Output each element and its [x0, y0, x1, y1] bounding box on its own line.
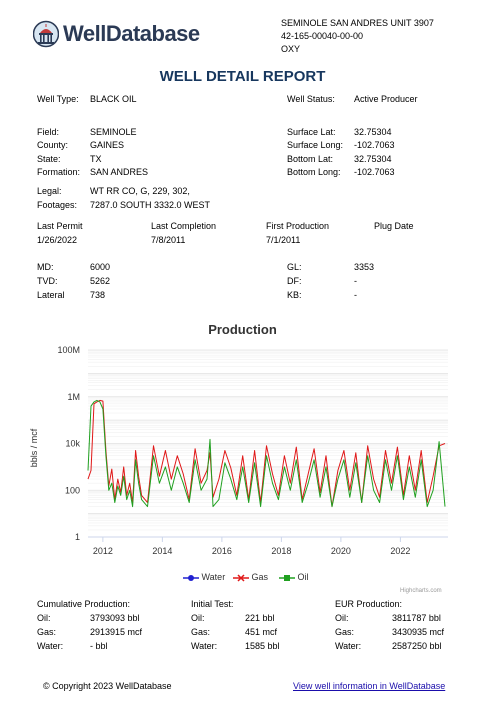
tvd-value: 5262	[90, 276, 111, 286]
surface-lat-value: 32.75304	[354, 127, 392, 137]
chart-title: Production	[208, 322, 277, 337]
x-tick-label: 2020	[331, 546, 351, 556]
legend-water[interactable]: Water	[183, 572, 225, 582]
eur-gas-value: 3430935 mcf	[392, 627, 445, 637]
cum-oil-value: 3793093 bbl	[90, 613, 140, 623]
surface-long-label: Surface Long:	[287, 140, 344, 150]
lateral-value: 738	[90, 290, 106, 300]
it-water-label: Water:	[191, 641, 218, 651]
series-line-gas	[87, 399, 446, 508]
initial-test-heading: Initial Test:	[191, 599, 234, 609]
well-type-label: Well Type:	[37, 94, 79, 104]
production-chart: 1 100 10k 1M 100M 2012 2014 2016 2018 2020 2022	[57, 345, 448, 556]
df-value: -	[354, 276, 357, 286]
bottom-lat-value: 32.75304	[354, 154, 392, 164]
brand-name-part1: Well	[63, 21, 106, 46]
footages-label: Footages:	[37, 200, 78, 210]
eur-heading: EUR Production:	[335, 599, 403, 609]
oil-legend-icon	[279, 574, 295, 581]
surface-long-value: -102.7063	[354, 140, 395, 150]
chart-credit[interactable]: Highcharts.com	[400, 588, 442, 594]
legend-gas[interactable]: Gas	[233, 572, 268, 582]
y-tick-label: 100M	[57, 345, 80, 355]
formation-label: Formation:	[37, 167, 81, 177]
first-production-label: First Production	[266, 221, 330, 231]
eur-oil-value: 3811787 bbl	[392, 613, 441, 623]
field-value: SEMINOLE	[90, 127, 137, 137]
gas-legend-icon	[233, 574, 249, 582]
header-well-name: SEMINOLE SAN ANDRES UNIT 3907	[281, 18, 434, 28]
md-label: MD:	[37, 262, 54, 272]
kb-value: -	[354, 290, 357, 300]
gl-label: GL:	[287, 262, 302, 272]
bottom-lat-label: Bottom Lat:	[287, 154, 334, 164]
well-type-value: BLACK OIL	[90, 94, 137, 104]
legend-gas-label: Gas	[251, 572, 269, 582]
md-value: 6000	[90, 262, 111, 272]
legend-oil-label: Oil	[297, 572, 309, 582]
lateral-label: Lateral	[37, 290, 65, 300]
view-well-link[interactable]: View well information in WellDatabase	[293, 681, 446, 691]
well-status-value: Active Producer	[354, 94, 418, 104]
kb-label: KB:	[287, 290, 302, 300]
state-value: TX	[90, 154, 102, 164]
last-permit-label: Last Permit	[37, 221, 83, 231]
last-permit-value: 1/26/2022	[37, 235, 78, 245]
x-tick-label: 2012	[93, 546, 113, 556]
field-label: Field:	[37, 127, 60, 137]
legend-oil[interactable]: Oil	[279, 572, 309, 582]
capitol-building-icon	[33, 20, 59, 48]
water-legend-icon	[183, 574, 199, 581]
eur-water-label: Water:	[335, 641, 362, 651]
y-tick-label: 1	[75, 532, 80, 542]
it-oil-value: 221 bbl	[245, 613, 275, 623]
cum-gas-value: 2913915 mcf	[90, 627, 143, 637]
tvd-label: TVD:	[37, 276, 58, 286]
cum-gas-label: Gas:	[37, 627, 57, 637]
brand-name-part2: Database	[105, 21, 200, 46]
cum-oil-label: Oil:	[37, 613, 51, 623]
x-tick-label: 2014	[152, 546, 172, 556]
it-oil-label: Oil:	[191, 613, 205, 623]
y-tick-label: 10k	[65, 439, 80, 449]
header-operator: OXY	[281, 44, 301, 54]
bottom-long-label: Bottom Long:	[287, 167, 341, 177]
it-water-value: 1585 bbl	[245, 641, 280, 651]
cumulative-heading: Cumulative Production:	[37, 599, 131, 609]
formation-value: SAN ANDRES	[90, 167, 149, 177]
cum-water-value: - bbl	[90, 641, 108, 651]
cum-water-label: Water:	[37, 641, 64, 651]
last-completion-label: Last Completion	[151, 221, 217, 231]
county-value: GAINES	[90, 140, 125, 150]
it-gas-label: Gas:	[191, 627, 211, 637]
report-title: WELL DETAIL REPORT	[159, 68, 326, 85]
eur-water-value: 2587250 bbl	[392, 641, 442, 651]
last-completion-value: 7/8/2011	[151, 235, 186, 245]
surface-lat-label: Surface Lat:	[287, 127, 336, 137]
header-api: 42-165-00040-00-00	[281, 31, 364, 41]
x-tick-label: 2018	[271, 546, 291, 556]
state-label: State:	[37, 154, 61, 164]
well-status-label: Well Status:	[287, 94, 335, 104]
series-line-oil	[87, 399, 446, 508]
y-tick-label: 1M	[67, 392, 80, 402]
county-label: County:	[37, 140, 69, 150]
x-tick-label: 2016	[212, 546, 232, 556]
eur-gas-label: Gas:	[335, 627, 355, 637]
legal-label: Legal:	[37, 186, 62, 196]
bottom-long-value: -102.7063	[354, 167, 395, 177]
it-gas-value: 451 mcf	[245, 627, 278, 637]
gl-value: 3353	[354, 262, 375, 272]
first-production-value: 7/1/2011	[266, 235, 301, 245]
x-tick-label: 2022	[390, 546, 410, 556]
legend-water-label: Water	[201, 572, 226, 582]
copyright: © Copyright 2023 WellDatabase	[43, 681, 172, 691]
y-tick-label: 100	[65, 485, 80, 495]
plug-date-label: Plug Date	[374, 221, 414, 231]
footages-value: 7287.0 SOUTH 3332.0 WEST	[90, 200, 211, 210]
eur-oil-label: Oil:	[335, 613, 349, 623]
legal-value: WT RR CO, G, 229, 302,	[90, 186, 190, 196]
df-label: DF:	[287, 276, 302, 286]
